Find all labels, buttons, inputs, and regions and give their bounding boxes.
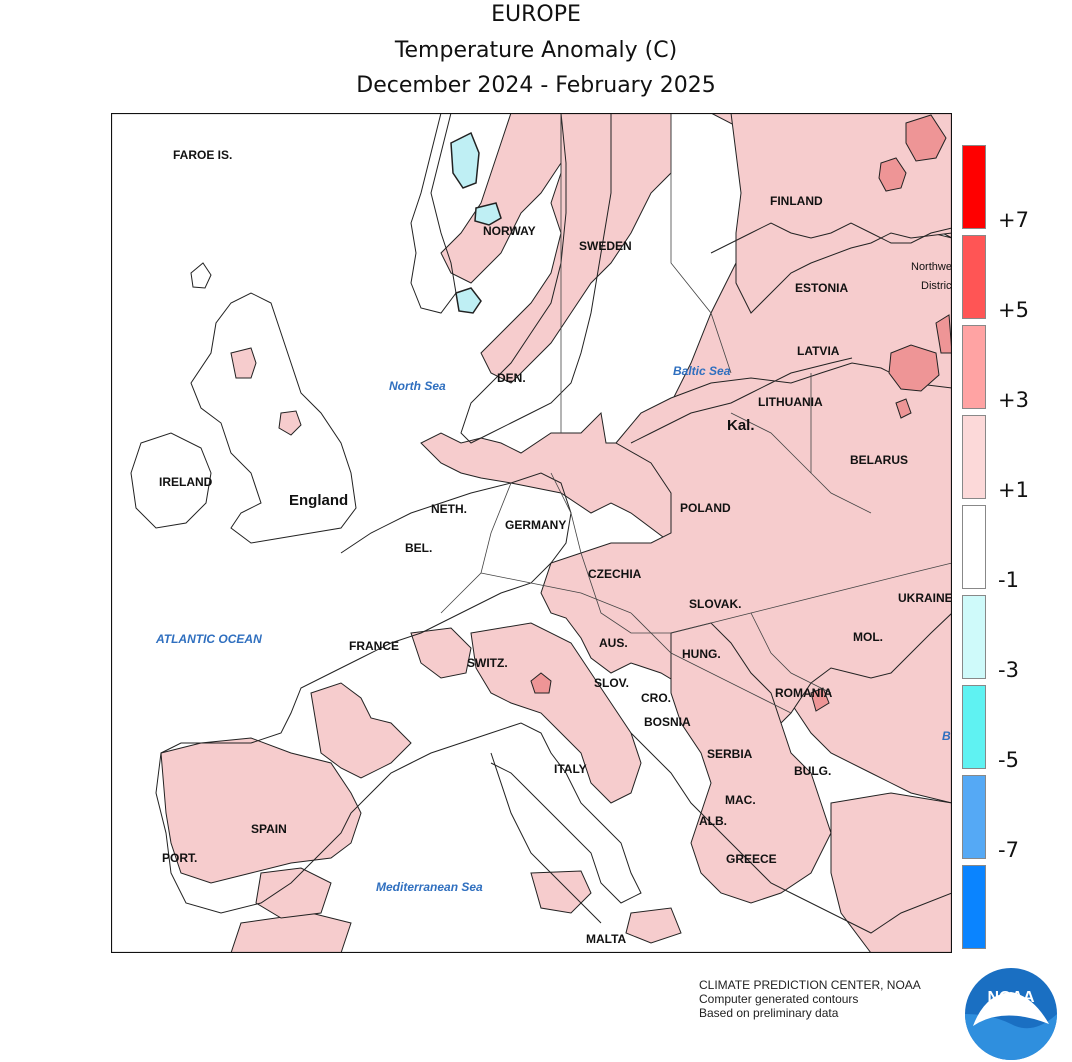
svg-text:North Sea: North Sea	[389, 379, 446, 393]
country-labels: FAROE IS. NORWAY SWEDEN FINLAND ESTONIA …	[159, 148, 952, 946]
svg-text:NETH.: NETH.	[431, 502, 467, 516]
coastlines	[130, 113, 952, 934]
svg-text:CZECHIA: CZECHIA	[588, 567, 642, 581]
svg-text:POLAND: POLAND	[680, 501, 731, 515]
svg-text:Mediterranean Sea: Mediterranean Sea	[376, 880, 483, 894]
svg-text:GERMANY: GERMANY	[505, 518, 566, 532]
legend-bin	[962, 685, 986, 769]
svg-text:CRO.: CRO.	[641, 691, 671, 705]
credits-line-1: CLIMATE PREDICTION CENTER, NOAA	[699, 978, 921, 992]
map-variable-title: Temperature Anomaly (C)	[394, 38, 678, 63]
svg-text:AUS.: AUS.	[599, 636, 628, 650]
svg-text:DEN.: DEN.	[497, 371, 526, 385]
legend-tick-label: -5	[998, 748, 1019, 772]
svg-text:MAC.: MAC.	[725, 793, 756, 807]
svg-text:ALB.: ALB.	[699, 814, 727, 828]
legend-tick-label: -1	[998, 568, 1019, 592]
svg-text:District: District	[921, 280, 952, 292]
legend-tick-label: +7	[998, 208, 1029, 232]
legend-tick-label: -7	[998, 838, 1019, 862]
legend-bin	[962, 235, 986, 319]
legend-bin	[962, 865, 986, 949]
legend-bin	[962, 415, 986, 499]
svg-text:BOSNIA: BOSNIA	[644, 715, 691, 729]
svg-text:BULG.: BULG.	[794, 764, 831, 778]
country-borders	[440, 113, 952, 714]
svg-text:B: B	[942, 729, 951, 743]
legend-tick-label: -3	[998, 658, 1019, 682]
svg-text:IRELAND: IRELAND	[159, 475, 213, 489]
svg-text:SPAIN: SPAIN	[251, 822, 287, 836]
svg-text:PORT.: PORT.	[162, 851, 197, 865]
credits: CLIMATE PREDICTION CENTER, NOAA Computer…	[699, 978, 921, 1020]
legend-bin	[962, 145, 986, 229]
anomaly-map: FAROE IS. NORWAY SWEDEN FINLAND ESTONIA …	[111, 113, 952, 953]
legend-tick-label: +3	[998, 388, 1029, 412]
legend-tick-label: +1	[998, 478, 1029, 502]
svg-text:BEL.: BEL.	[405, 541, 432, 555]
svg-text:SLOVAK.: SLOVAK.	[689, 597, 741, 611]
credits-line-2: Computer generated contours	[699, 992, 859, 1006]
legend-bin	[962, 505, 986, 589]
cool-anomaly-regions	[450, 131, 502, 314]
svg-text:LITHUANIA: LITHUANIA	[758, 395, 823, 409]
svg-text:England: England	[289, 492, 348, 509]
credits-line-3: Based on preliminary data	[699, 1006, 839, 1020]
svg-text:ATLANTIC OCEAN: ATLANTIC OCEAN	[155, 632, 262, 646]
svg-text:Kal.: Kal.	[727, 417, 755, 434]
color-legend	[962, 145, 986, 951]
svg-text:NORWAY: NORWAY	[483, 224, 536, 238]
svg-text:NOAA: NOAA	[987, 989, 1035, 1006]
svg-text:ESTONIA: ESTONIA	[795, 281, 848, 295]
svg-text:GREECE: GREECE	[726, 852, 777, 866]
map-period-title: December 2024 - February 2025	[356, 73, 716, 98]
svg-text:MALTA: MALTA	[586, 932, 627, 946]
legend-bin	[962, 595, 986, 679]
svg-text:SLOV.: SLOV.	[594, 676, 629, 690]
svg-text:FRANCE: FRANCE	[349, 639, 399, 653]
svg-text:FINLAND: FINLAND	[770, 194, 823, 208]
svg-text:FAROE IS.: FAROE IS.	[173, 148, 232, 162]
svg-text:MOL.: MOL.	[853, 630, 883, 644]
svg-text:ITALY: ITALY	[554, 762, 587, 776]
legend-bin	[962, 325, 986, 409]
svg-text:SWEDEN: SWEDEN	[579, 239, 632, 253]
svg-text:SERBIA: SERBIA	[707, 747, 753, 761]
legend-bin	[962, 775, 986, 859]
legend-tick-label: +5	[998, 298, 1029, 322]
svg-text:BELARUS: BELARUS	[850, 453, 908, 467]
svg-text:ROMANIA: ROMANIA	[775, 686, 833, 700]
strong-warm-anomaly-regions	[530, 114, 952, 712]
svg-text:HUNG.: HUNG.	[682, 647, 721, 661]
svg-text:Baltic Sea: Baltic Sea	[673, 364, 731, 378]
svg-text:LATVIA: LATVIA	[797, 344, 840, 358]
svg-text:Northwest: Northwest	[911, 261, 952, 273]
svg-text:UKRAINE: UKRAINE	[898, 591, 952, 605]
noaa-logo-icon: NOAA	[965, 968, 1057, 1060]
map-region-title: EUROPE	[491, 2, 581, 27]
sea-labels: North Sea ATLANTIC OCEAN Baltic Sea Medi…	[155, 364, 951, 894]
svg-text:SWITZ.: SWITZ.	[467, 656, 508, 670]
